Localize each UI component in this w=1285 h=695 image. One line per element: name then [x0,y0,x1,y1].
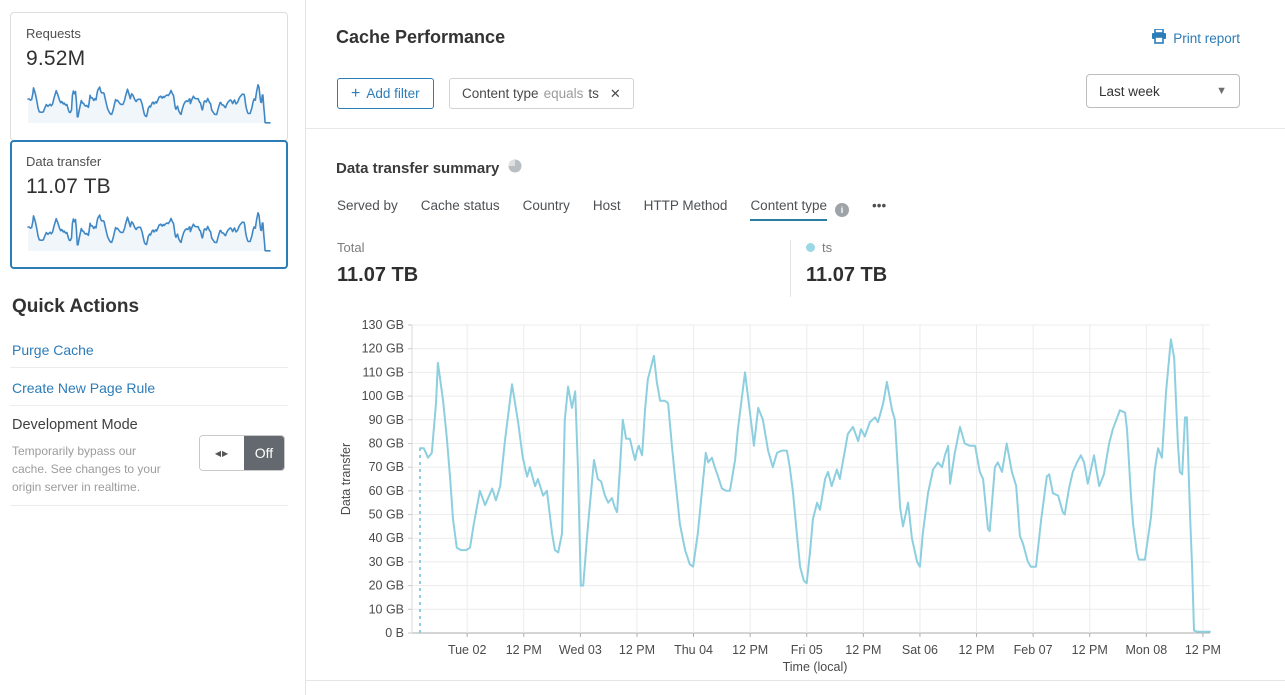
requests-card-value: 9.52M [26,47,86,70]
total-stat-value: 11.07 TB [337,264,419,286]
print-report-button[interactable]: Print report [1151,28,1240,47]
divider [10,367,288,368]
add-filter-label: Add filter [366,86,420,101]
toggle-state-label: Off [244,436,284,470]
data-transfer-card-value: 11.07 TB [26,175,111,198]
development-mode-description: Temporarily bypass our cache. See change… [12,444,161,494]
divider [10,505,288,506]
divider [306,680,1285,681]
tab-content-type-label: Content type [750,198,827,221]
info-icon[interactable]: i [835,202,849,217]
tab-http-method[interactable]: HTTP Method [643,198,728,213]
requests-sparkline [27,84,271,124]
svg-text:80 GB: 80 GB [369,436,404,450]
svg-text:100 GB: 100 GB [362,389,404,403]
svg-text:130 GB: 130 GB [362,318,404,332]
tab-content-type[interactable]: Content type i [750,198,849,229]
summary-title-row: Data transfer summary [336,159,522,177]
svg-text:90 GB: 90 GB [369,413,404,427]
svg-text:0 B: 0 B [385,626,404,640]
tab-country[interactable]: Country [522,198,570,213]
total-stat-label: Total [337,240,365,255]
svg-text:Time (local): Time (local) [783,660,848,674]
summary-title: Data transfer summary [336,159,500,177]
toggle-arrows-icon: ◀▶ [200,436,244,470]
quick-actions-title: Quick Actions [12,296,140,317]
development-mode-title: Development Mode [12,417,138,433]
svg-text:50 GB: 50 GB [369,508,404,522]
svg-text:20 GB: 20 GB [369,579,404,593]
svg-text:40 GB: 40 GB [369,531,404,545]
divider [10,405,288,406]
svg-text:10 GB: 10 GB [369,602,404,616]
svg-text:110 GB: 110 GB [363,365,404,379]
tab-cache-status[interactable]: Cache status [420,198,500,213]
requests-card-label: Requests [26,26,81,41]
data-transfer-card-label: Data transfer [26,154,102,169]
print-report-label: Print report [1173,30,1240,46]
page-title: Cache Performance [336,27,506,47]
sidebar: Requests 9.52M Data transfer 11.07 TB Qu… [0,0,306,695]
svg-text:Sat 06: Sat 06 [902,643,938,657]
main-panel: Cache Performance Print report + Add fil… [306,0,1285,695]
svg-text:30 GB: 30 GB [369,555,404,569]
summary-tabs: Served by Cache status Country Host HTTP… [337,198,886,229]
plus-icon: + [351,84,361,102]
filter-operator: equals [543,86,584,101]
filter-chip-content-type[interactable]: Content type equals ts ✕ [449,78,634,109]
svg-text:Tue 02: Tue 02 [448,643,487,657]
data-transfer-metric-card[interactable]: Data transfer 11.07 TB [10,140,288,269]
divider [306,128,1285,129]
ts-stat-value: 11.07 TB [806,264,888,286]
svg-text:12 PM: 12 PM [1072,643,1108,657]
svg-text:12 PM: 12 PM [732,643,768,657]
purge-cache-link[interactable]: Purge Cache [12,342,94,358]
ts-stat: ts 11.07 TB [790,240,887,297]
ts-stat-label: ts [822,240,833,255]
remove-filter-icon[interactable]: ✕ [609,85,621,101]
filter-value: ts [588,86,599,101]
chevron-down-icon: ▼ [1216,85,1227,97]
svg-text:12 PM: 12 PM [845,643,881,657]
svg-text:12 PM: 12 PM [619,643,655,657]
summary-stats: Total 11.07 TB ts 11.07 TB [337,240,887,297]
add-filter-button[interactable]: + Add filter [337,78,434,109]
tab-host[interactable]: Host [592,198,621,213]
svg-text:60 GB: 60 GB [369,484,404,498]
create-page-rule-link[interactable]: Create New Page Rule [12,380,156,396]
svg-text:Feb 07: Feb 07 [1014,643,1053,657]
data-transfer-chart: 0 B 10 GB 20 GB 30 GB 40 GB 50 GB 60 GB 70 GB 80… [339,318,1221,674]
time-range-value: Last week [1099,83,1160,99]
svg-text:12 PM: 12 PM [958,643,994,657]
total-stat: Total 11.07 TB [337,240,790,297]
svg-text:Mon 08: Mon 08 [1125,643,1167,657]
tab-served-by[interactable]: Served by [337,198,398,213]
svg-text:Data transfer: Data transfer [339,443,353,515]
data-transfer-sparkline [27,212,271,252]
pie-chart-icon [508,159,522,177]
svg-text:Thu 04: Thu 04 [674,643,713,657]
svg-text:120 GB: 120 GB [362,342,404,356]
svg-text:Fri 05: Fri 05 [791,643,823,657]
svg-text:12 PM: 12 PM [506,643,542,657]
development-mode-toggle[interactable]: ◀▶ Off [199,435,285,471]
time-range-select[interactable]: Last week ▼ [1086,74,1240,108]
svg-text:Wed 03: Wed 03 [559,643,602,657]
ts-legend-dot [806,243,815,252]
requests-metric-card[interactable]: Requests 9.52M [10,12,288,141]
filter-field: Content type [462,86,539,101]
more-tabs-menu[interactable]: ••• [872,198,887,213]
chart-area: 0 B 10 GB 20 GB 30 GB 40 GB 50 GB 60 GB 70 GB 80… [306,318,1285,683]
svg-text:12 PM: 12 PM [1185,643,1221,657]
printer-icon [1151,28,1167,47]
svg-text:70 GB: 70 GB [369,460,404,474]
